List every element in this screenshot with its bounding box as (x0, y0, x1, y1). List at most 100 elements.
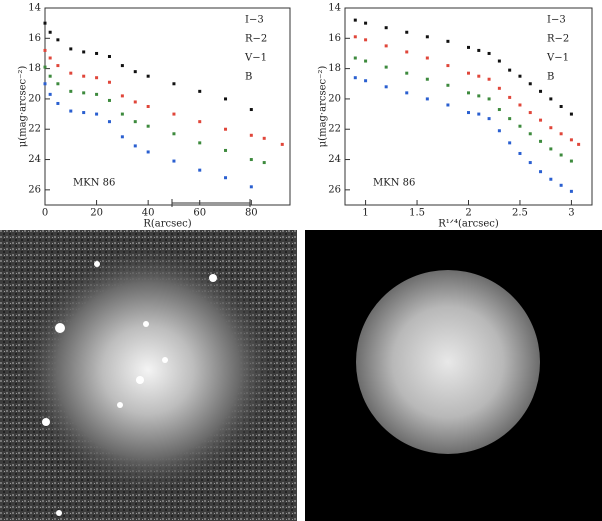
y-tick-label: 16 (28, 33, 41, 44)
data-point (518, 103, 522, 107)
data-point (518, 151, 522, 155)
annotation: MKN 86 (73, 178, 115, 189)
data-point (48, 30, 52, 34)
data-point (43, 48, 47, 52)
data-point (95, 92, 99, 96)
data-point (172, 132, 176, 136)
data-point (95, 51, 99, 55)
data-point (120, 94, 124, 98)
legend-label: V−1 (244, 53, 267, 64)
legend-label: R−2 (547, 34, 569, 45)
data-point (405, 71, 409, 75)
x-tick-label: 1.5 (409, 208, 425, 219)
data-point (487, 97, 491, 101)
legend-label: I−3 (547, 15, 566, 26)
data-point (364, 79, 368, 83)
y-tick-label: 16 (328, 33, 341, 44)
data-point (518, 124, 522, 128)
data-point (559, 105, 563, 108)
data-point (446, 39, 450, 43)
data-point (508, 95, 512, 99)
data-point (528, 132, 532, 136)
data-point (508, 141, 512, 145)
data-point (549, 97, 553, 101)
y-tick-label: 14 (328, 3, 341, 14)
data-point (487, 117, 491, 121)
data-point (95, 112, 99, 116)
star (55, 323, 65, 333)
data-point (95, 76, 99, 80)
data-point (384, 26, 388, 30)
y-tick-label: 20 (28, 93, 41, 104)
data-point (133, 144, 137, 148)
data-point (224, 148, 228, 152)
galaxy (18, 245, 278, 495)
data-point (262, 136, 266, 140)
data-point (487, 51, 491, 55)
data-point (549, 177, 553, 181)
data-point (43, 82, 47, 86)
legend-label: V−1 (546, 53, 569, 64)
legend-label: I−3 (245, 15, 264, 26)
data-point (467, 71, 470, 75)
data-point (353, 35, 357, 39)
images (0, 230, 602, 521)
data-point (528, 111, 532, 115)
y-tick-label: 18 (28, 63, 41, 74)
data-point (477, 112, 481, 116)
data-point (353, 56, 357, 60)
data-point (198, 89, 202, 93)
data-point (539, 139, 543, 143)
data-point (425, 35, 429, 39)
x-tick-label: 60 (193, 208, 206, 219)
data-point (69, 47, 73, 51)
data-point (69, 109, 73, 113)
data-point (48, 56, 52, 60)
data-point (425, 77, 429, 81)
legend-label: R−2 (245, 34, 267, 45)
data-point (405, 91, 409, 95)
data-point (477, 48, 481, 52)
data-point (146, 105, 150, 108)
data-point (539, 118, 543, 122)
data-point (539, 89, 543, 93)
data-point (353, 76, 357, 80)
data-point (82, 111, 86, 115)
y-axis-label: μ(mag·arcsec⁻²) (18, 66, 29, 148)
data-point (82, 91, 86, 95)
data-point (577, 142, 581, 146)
data-point (69, 89, 73, 93)
data-point (364, 59, 368, 63)
data-point (120, 64, 124, 68)
data-point (133, 100, 137, 104)
data-point (56, 101, 60, 105)
data-point (146, 150, 150, 154)
data-point (539, 170, 543, 174)
data-point (56, 82, 60, 86)
data-point (353, 18, 357, 22)
x-tick-label: 2 (465, 208, 471, 219)
data-point (508, 68, 512, 72)
data-point (198, 168, 202, 172)
data-point (405, 50, 409, 54)
data-point (569, 159, 573, 163)
data-point (384, 65, 388, 69)
data-point (48, 92, 52, 96)
data-point (549, 147, 553, 151)
data-point (446, 64, 450, 68)
data-point (559, 183, 563, 187)
data-point (262, 161, 266, 165)
knot (162, 357, 168, 363)
y-axis-label: μ(mag·arcsec⁻²) (318, 66, 329, 148)
data-point (172, 82, 176, 86)
x-tick-label: 40 (142, 208, 155, 219)
data-point (43, 21, 47, 25)
star (94, 261, 100, 267)
data-point (43, 65, 47, 69)
data-point (559, 132, 563, 136)
x-tick-label: 3 (568, 208, 574, 219)
data-point (467, 91, 470, 95)
data-point (249, 108, 253, 112)
x-tick-label: 2.5 (512, 208, 528, 219)
